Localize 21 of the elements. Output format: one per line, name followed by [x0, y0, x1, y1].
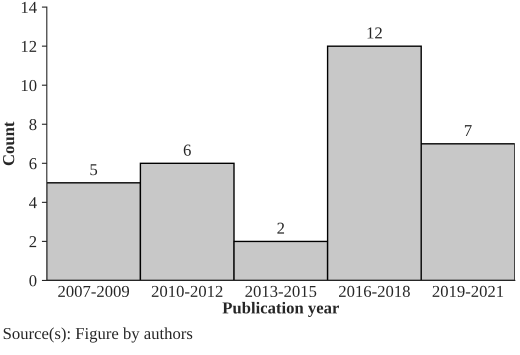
- data-label: 7: [464, 125, 472, 136]
- y-axis-title: Count: [3, 122, 14, 166]
- y-tick-label: 0: [29, 275, 36, 286]
- y-tick-label: 12: [22, 40, 36, 52]
- y-tick-label: 10: [22, 80, 36, 92]
- data-label: 2: [277, 222, 284, 234]
- y-tick-label: 2: [29, 236, 36, 248]
- data-label: 5: [90, 164, 98, 176]
- data-label: 12: [368, 27, 382, 38]
- x-tick-label: 2013-2015: [245, 286, 316, 298]
- x-axis-title: Publication year: [222, 302, 340, 317]
- x-tick-label: 2016-2018: [339, 286, 410, 298]
- y-tick-label: 4: [29, 197, 37, 208]
- source-note: Source(s): Figure by authors: [4, 327, 192, 343]
- y-tick-label: 14: [22, 2, 37, 13]
- x-tick-label: 2007-2009: [58, 286, 130, 298]
- x-tick-label: 2019-2021: [432, 286, 504, 298]
- x-tick-label: 2010-2012: [152, 286, 222, 298]
- data-label: 6: [184, 144, 191, 156]
- y-tick-label: 6: [29, 158, 37, 170]
- y-tick-label: 8: [29, 118, 36, 130]
